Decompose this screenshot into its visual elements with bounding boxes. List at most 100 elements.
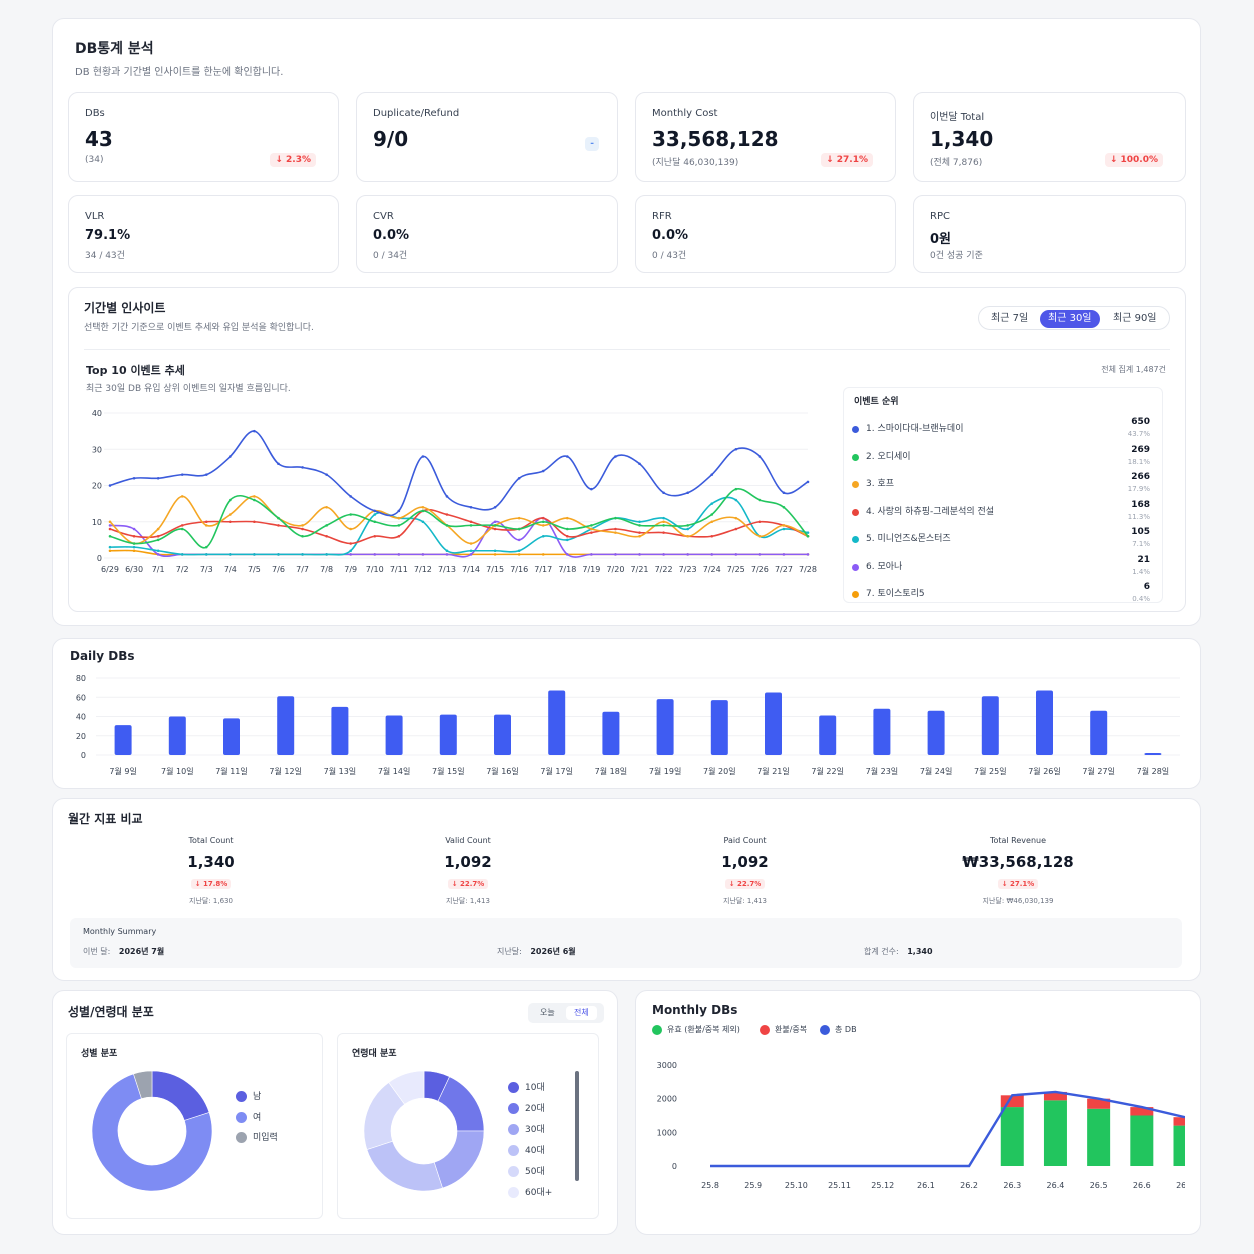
daily-bar [981, 696, 999, 755]
range-toggle: 오늘 전체 [528, 1003, 604, 1023]
x-tick-label: 7/4 [224, 565, 237, 574]
data-point [180, 553, 184, 556]
total-count-label: 전체 집계 1,487건 [1101, 365, 1166, 374]
legend-label: 여 [253, 1112, 262, 1123]
period-30d-button[interactable]: 최근 30일 [1040, 310, 1100, 328]
data-point [108, 527, 112, 531]
today-toggle-button[interactable]: 오늘 [540, 1008, 555, 1017]
data-point [517, 538, 521, 542]
ranking-item[interactable]: 6. 모아나 21 1.4% [852, 554, 1154, 584]
kpi-card-monthly-cost: Monthly Cost 33,568,128 (지난달 46,030,139)… [635, 92, 896, 182]
ranking-item[interactable]: 3. 호프 266 17.9% [852, 472, 1154, 501]
data-point [566, 455, 569, 458]
daily-bar [602, 711, 620, 755]
data-point [204, 545, 208, 549]
legend-item[interactable]: 60대+ [508, 1185, 552, 1198]
legend-swatch [820, 1024, 830, 1035]
series-line [109, 487, 809, 549]
legend-label: 10대 [525, 1083, 545, 1093]
summary-value: 2026년 7월 [118, 947, 165, 956]
x-tick-label: 7/13 [438, 565, 456, 574]
legend-item[interactable]: 미입력 [236, 1130, 278, 1143]
refund-bar [1000, 1095, 1024, 1108]
legend-swatch [652, 1024, 662, 1035]
legend-item[interactable]: 여 [236, 1110, 261, 1123]
data-point [541, 534, 545, 538]
ranking-percent: 43.7% [1127, 430, 1150, 438]
data-point [566, 516, 569, 520]
x-tick-label: 7/12 [414, 565, 432, 574]
data-point [349, 513, 352, 516]
data-point [349, 542, 352, 545]
legend-scrollbar[interactable] [575, 1071, 579, 1181]
data-point [204, 553, 208, 556]
data-point [566, 553, 569, 556]
data-point [638, 524, 641, 527]
data-point [758, 455, 762, 458]
trend-badge: - [585, 137, 599, 151]
data-point [445, 524, 449, 527]
valid-bar [1000, 1107, 1024, 1166]
insight-title: 기간별 인사이트 [84, 301, 166, 315]
ranking-item[interactable]: 5. 미니언즈&몬스터즈 105 7.1% [852, 527, 1154, 556]
x-tick-label: 7/14 [462, 565, 480, 574]
ranking-name: 1. 스마이다대-브랜뉴데이 [866, 424, 964, 434]
ranking-percent: 7.1% [1132, 540, 1150, 548]
x-tick-label: 7/20 [606, 565, 624, 574]
daily-bar [277, 696, 295, 755]
monthly-summary: Monthly Summary 이번 달: 2026년 7월 지난달: 2026… [70, 918, 1182, 968]
data-point [373, 513, 377, 516]
x-tick-label: 7/27 [775, 565, 793, 574]
trend-badge: ↓ 27.1% [821, 153, 873, 167]
kpi-sub: 0 / 34건 [373, 251, 408, 261]
kpi-sub: 0 / 43건 [652, 251, 687, 261]
data-point [638, 534, 641, 538]
data-point [758, 520, 762, 524]
legend-item[interactable]: 50대 [508, 1164, 545, 1177]
ranking-count: 21 [1137, 554, 1150, 565]
data-point [493, 549, 497, 553]
ranking-item[interactable]: 4. 사랑의 하츄핑-그레분석의 전설 168 11.3% [852, 500, 1154, 529]
daily-bar [1036, 690, 1053, 755]
y-tick-label: 2000 [657, 1095, 677, 1104]
summary-label: 지난달: [497, 947, 522, 956]
legend-item[interactable]: 총 DB [820, 1024, 857, 1035]
x-tick-label: 7/17 [534, 565, 552, 574]
legend-item[interactable]: 유효 (환불/중복 제외) [652, 1024, 740, 1035]
kpi-label: 이번달 Total [930, 112, 985, 123]
x-tick-label: 25.10 [785, 1181, 808, 1190]
ranking-item[interactable]: 2. 오디세이 269 18.1% [852, 445, 1154, 474]
period-90d-button[interactable]: 최근 90일 [1113, 313, 1157, 324]
x-tick-label: 7/2 [176, 565, 189, 574]
data-point [132, 549, 136, 553]
series-line [109, 430, 809, 517]
legend-item[interactable]: 남 [236, 1089, 261, 1102]
ranking-item[interactable]: 1. 스마이다대-브랜뉴데이 650 43.7% [852, 417, 1154, 446]
x-tick-label: 7월 12일 [269, 766, 302, 776]
legend-item[interactable]: 30대 [508, 1122, 545, 1135]
ranking-item[interactable]: 7. 토이스토리5 6 0.4% [852, 582, 1154, 611]
summary-total: 합계 건수: 1,340 [864, 946, 933, 957]
legend-item[interactable]: 10대 [508, 1080, 545, 1093]
data-point [445, 495, 449, 498]
data-point [806, 480, 810, 484]
data-point [493, 520, 497, 524]
legend-item[interactable]: 40대 [508, 1143, 545, 1156]
period-7d-button[interactable]: 최근 7일 [991, 313, 1029, 324]
ranking-count: 6 [1143, 582, 1150, 592]
metric-paid-count: Paid Count 1,092 ↓ 22.7% 지난달: 1,413 [655, 836, 835, 906]
x-tick-label: 7월 27일 [1082, 766, 1115, 776]
all-toggle-button[interactable]: 전체 [566, 1006, 597, 1020]
summary-value: 2026년 6월 [530, 947, 576, 956]
data-point [373, 534, 377, 538]
data-point [132, 527, 136, 531]
data-point [590, 487, 593, 491]
data-point [108, 534, 112, 538]
legend-item[interactable]: 20대 [508, 1101, 545, 1114]
data-point [590, 527, 593, 531]
metric-value: 1,092 [444, 853, 492, 871]
data-point [758, 553, 762, 556]
metric-label: Valid Count [445, 836, 491, 845]
legend-item[interactable]: 환불/중복 [760, 1024, 807, 1035]
legend-swatch [236, 1132, 247, 1143]
